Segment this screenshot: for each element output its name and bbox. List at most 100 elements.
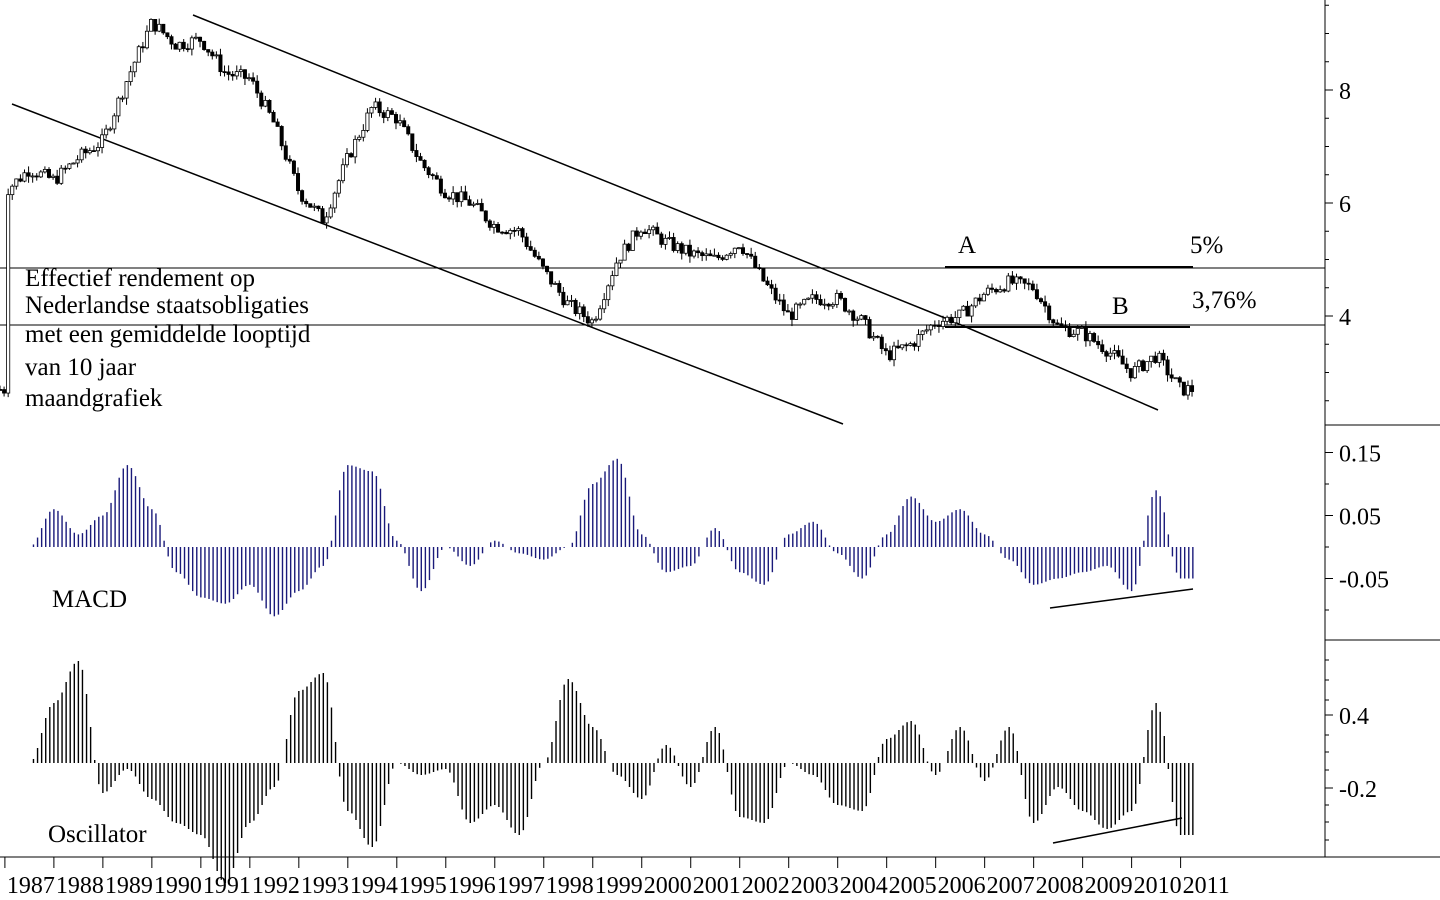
candle-body [1136, 360, 1141, 367]
candle-body [1157, 352, 1162, 363]
candle-body [610, 275, 615, 287]
candle-body [467, 199, 472, 206]
candle-body [638, 231, 643, 237]
candle-body [1112, 350, 1117, 354]
candle-body [283, 145, 288, 160]
candle-body [361, 130, 366, 138]
candle-body [365, 112, 370, 131]
candle-body [691, 250, 696, 257]
candle-body [822, 303, 827, 306]
x-tick-label: 1988 [56, 873, 104, 899]
candle-body [838, 292, 843, 299]
candle-body [398, 120, 403, 124]
candle-body [843, 297, 848, 312]
candle-body [496, 223, 501, 233]
candle-body [206, 49, 211, 53]
macd-label: MACD [52, 586, 127, 613]
x-tick-label: 1995 [399, 873, 447, 899]
x-tick-label: 2007 [987, 873, 1035, 899]
candle-body [777, 299, 782, 302]
candle-body [704, 253, 709, 257]
candle-body [381, 112, 386, 118]
price-y-tick-label: 6 [1339, 192, 1351, 218]
candle-body [1071, 333, 1076, 338]
candle-body [606, 285, 611, 301]
candle-body [643, 231, 648, 235]
candle-body [500, 231, 505, 234]
oscillator-label: Oscillator [48, 821, 147, 848]
candle-body [120, 97, 125, 100]
candle-body [1075, 328, 1080, 335]
candle-body [238, 69, 243, 73]
candle-body [696, 250, 701, 254]
candle-body [973, 297, 978, 307]
x-tick-label: 1998 [546, 873, 594, 899]
candle-body [1026, 282, 1031, 285]
candle-body [512, 230, 517, 232]
candle-body [794, 303, 799, 320]
candle-body [520, 228, 525, 238]
candle-body [434, 175, 439, 180]
candle-body [1096, 341, 1101, 346]
candle-body [553, 283, 558, 285]
candle-body [1190, 385, 1195, 392]
macd-y-tick-label: 0.15 [1339, 442, 1381, 468]
candle-body [157, 23, 162, 32]
candle-body [969, 305, 974, 317]
candle-body [1014, 276, 1019, 284]
candle-body [945, 316, 950, 322]
candle-body [116, 97, 121, 117]
candle-body [908, 343, 913, 346]
candle-body [291, 160, 296, 174]
candle-body [814, 294, 819, 300]
candle-body [757, 267, 762, 269]
candle-body [883, 348, 888, 352]
candle-body [1124, 363, 1129, 369]
candle-body [422, 159, 427, 169]
candle-body [2, 389, 7, 394]
candle-body [349, 153, 354, 158]
candle-body [132, 61, 137, 73]
candle-body [357, 136, 362, 140]
candle-body [104, 128, 109, 136]
candle-body [1079, 327, 1084, 329]
candle-body [491, 223, 496, 228]
candle-body [312, 205, 317, 208]
candle-body [708, 253, 713, 257]
candle-body [614, 262, 619, 277]
candle-body [528, 246, 533, 251]
candle-body [524, 236, 529, 247]
candle-body [22, 172, 27, 182]
candle-body [1141, 360, 1146, 372]
candle-body [426, 167, 431, 176]
candle-body [247, 77, 252, 80]
macd-panel: 0.15 0.05 -0.05 [32, 442, 1389, 617]
candle-body [95, 147, 100, 152]
candle-body [834, 292, 839, 305]
candle-body [545, 265, 550, 273]
candle-body [1149, 355, 1154, 363]
candle-body [1022, 278, 1027, 284]
candle-body [949, 316, 954, 324]
candle-body [136, 46, 141, 63]
candle-body [210, 51, 215, 57]
candle-body [810, 294, 815, 299]
candle-body [267, 99, 272, 113]
x-tick-label: 2005 [889, 873, 937, 899]
candle-body [108, 128, 113, 131]
x-tick-label: 2010 [1134, 873, 1182, 899]
candle-body [826, 303, 831, 307]
candle-body [785, 310, 790, 313]
candle-body [324, 216, 329, 224]
candle-body [573, 299, 578, 315]
candle-body [455, 192, 460, 203]
candle-body [1034, 289, 1039, 300]
candle-body [214, 54, 219, 57]
x-tick-label: 2004 [840, 873, 888, 899]
candle-body [320, 208, 325, 224]
candle-body [459, 191, 464, 203]
candle-body [626, 243, 631, 251]
candle-body [389, 110, 394, 115]
candle-body [34, 175, 39, 178]
